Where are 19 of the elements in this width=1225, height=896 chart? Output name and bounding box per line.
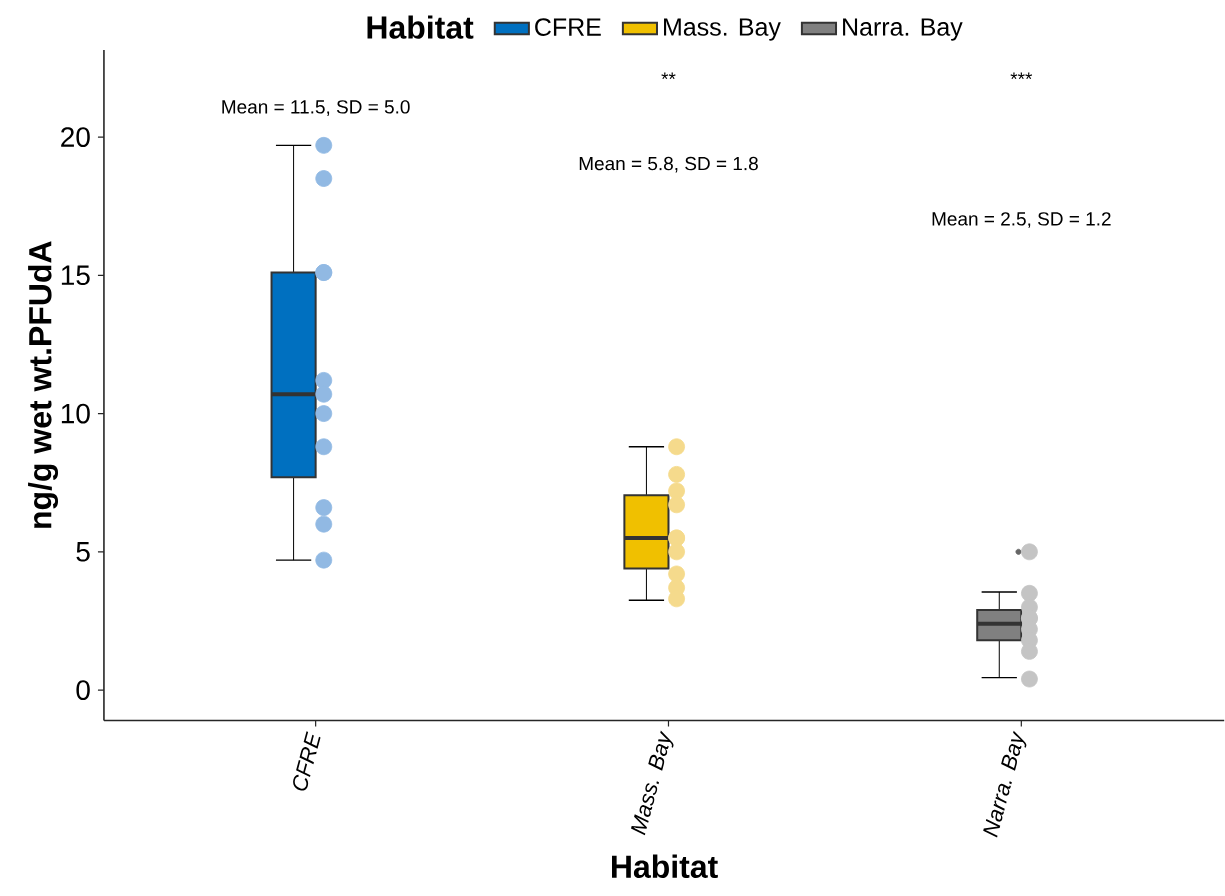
- annotation: ***: [1010, 72, 1033, 79]
- x-tick-label: CFRE: [293, 730, 321, 791]
- legend-label: Narra. Bay: [843, 18, 963, 41]
- legend-label: Mass. Bay: [664, 18, 781, 41]
- y-axis-title: ng/g wet wt.PFUdA: [28, 241, 59, 528]
- legend-label: CFRE: [535, 18, 601, 36]
- annotation: Mean = 5.8, SD = 1.8: [579, 156, 758, 173]
- y-tick-label: 20: [61, 126, 90, 147]
- annotation: Mean = 11.5, SD = 5.0: [222, 99, 410, 116]
- y-tick-label: 15: [61, 265, 90, 285]
- y-tick-label: 0: [76, 679, 90, 700]
- x-tick-label: Mass. Bay: [631, 730, 674, 835]
- x-axis-title: Habitat: [612, 854, 718, 878]
- y-tick-label: 5: [76, 541, 90, 562]
- annotation: **: [661, 72, 676, 79]
- legend-title: Habitat: [367, 15, 474, 39]
- x-tick-label: Narra. Bay: [983, 730, 1027, 838]
- annotation: Mean = 2.5, SD = 1.2: [932, 211, 1111, 228]
- y-tick-label: 10: [61, 403, 90, 424]
